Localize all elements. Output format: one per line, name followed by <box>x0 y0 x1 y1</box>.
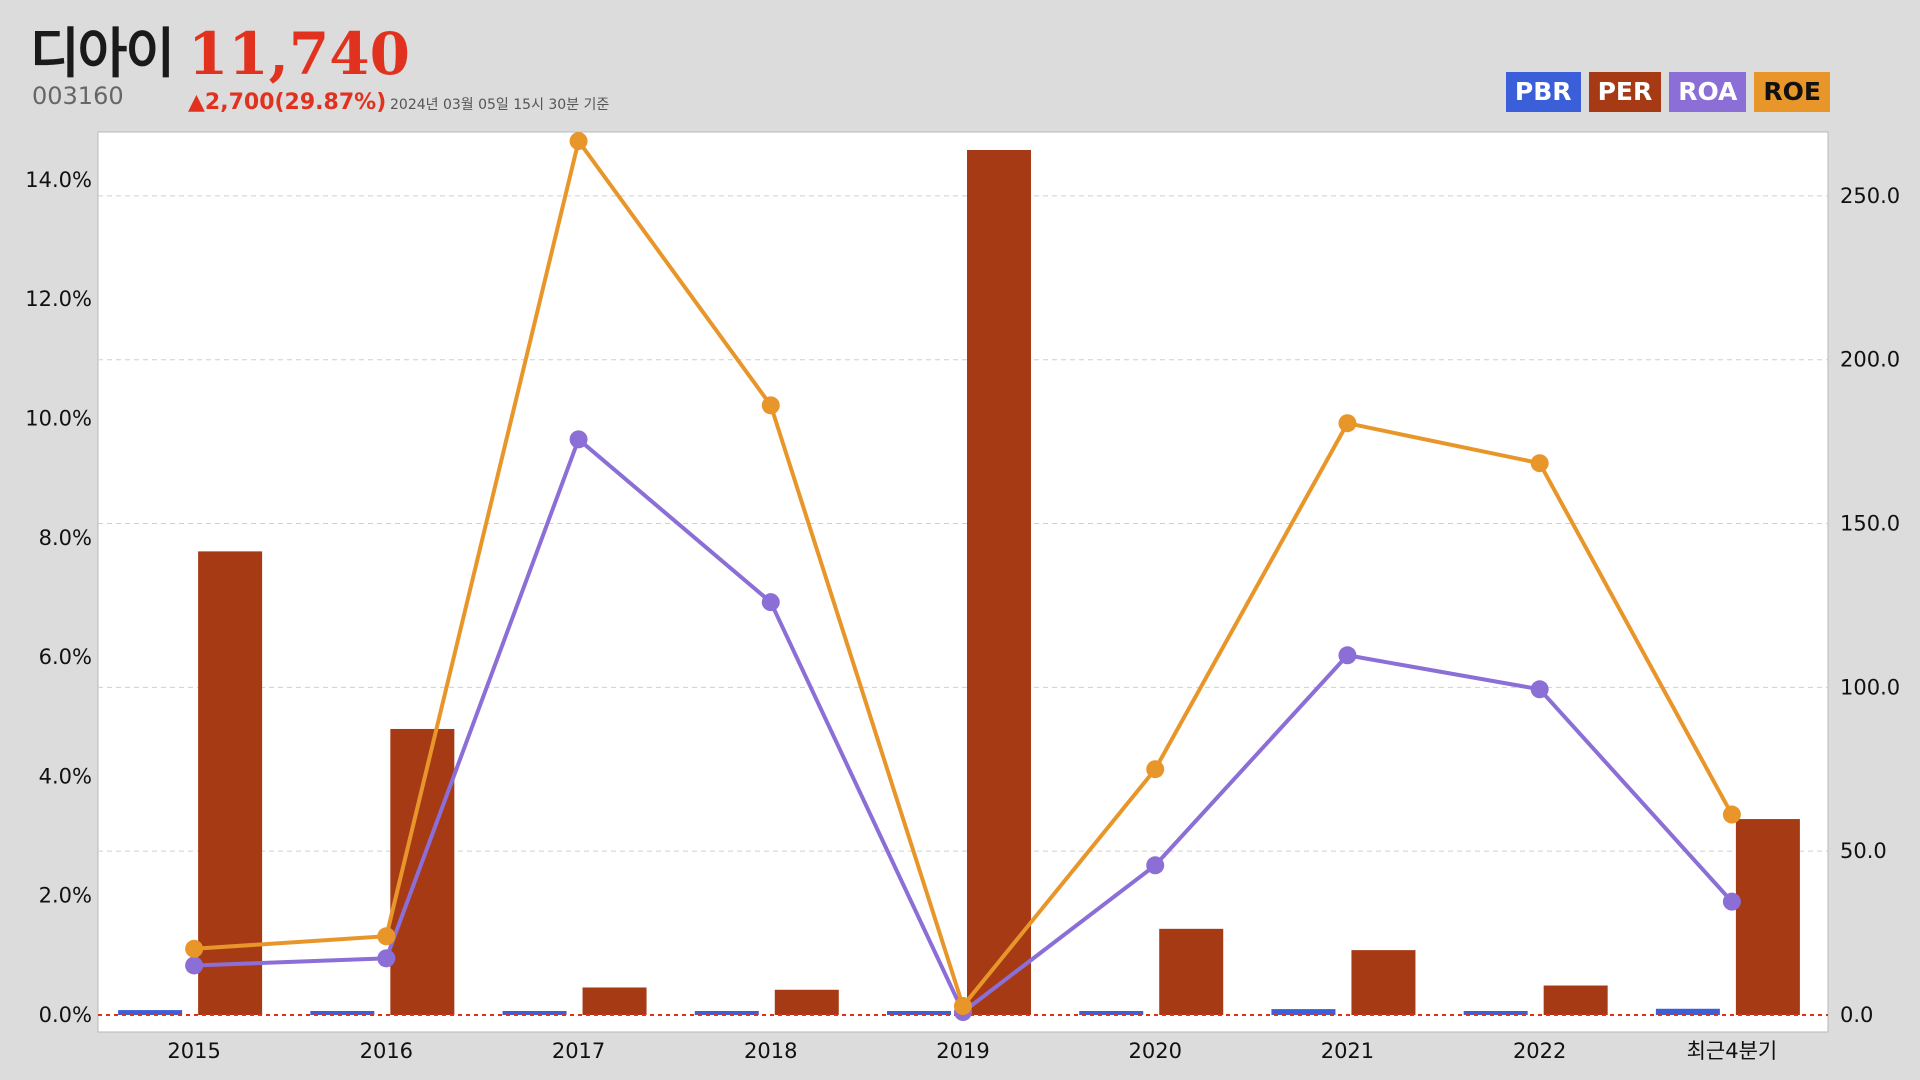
roe-point <box>761 396 780 415</box>
roa-point <box>1530 680 1549 699</box>
left-axis-tick: 10.0% <box>25 406 92 430</box>
roe-point <box>569 132 588 151</box>
stock-price: 11,740 <box>188 20 410 88</box>
left-axis-tick: 4.0% <box>39 764 92 788</box>
x-axis-tick: 2015 <box>167 1039 220 1063</box>
x-axis-tick: 2021 <box>1321 1039 1374 1063</box>
left-axis-tick: 2.0% <box>39 884 92 908</box>
stock-change: ▲2,700(29.87%) <box>188 90 387 115</box>
roe-point <box>1146 760 1165 779</box>
per-bar <box>198 551 263 1015</box>
pbr-bar <box>310 1011 375 1015</box>
roa-point <box>377 949 396 968</box>
roe-point <box>1338 414 1357 433</box>
pbr-bar <box>502 1011 567 1015</box>
legend-per[interactable]: PER <box>1588 72 1662 112</box>
roa-point <box>569 430 588 449</box>
chart-legend: PBR PER ROA ROE <box>1505 72 1830 112</box>
x-axis-tick: 최근4분기 <box>1687 1039 1778 1063</box>
stock-name: 디아이 <box>30 22 175 85</box>
roe-point <box>185 939 204 958</box>
per-bar <box>582 987 647 1015</box>
x-axis-tick: 2016 <box>360 1039 413 1063</box>
per-bar <box>774 989 839 1015</box>
roa-point <box>1722 892 1741 911</box>
x-axis-tick: 2022 <box>1513 1039 1566 1063</box>
per-bar <box>1543 985 1608 1015</box>
per-bar <box>1159 928 1224 1015</box>
left-axis-tick: 0.0% <box>39 1003 92 1027</box>
legend-roa[interactable]: ROA <box>1669 72 1747 112</box>
pbr-bar <box>118 1010 183 1015</box>
plot-area <box>97 131 1829 1033</box>
pbr-bar <box>887 1011 951 1015</box>
right-axis-tick: 200.0 <box>1840 348 1900 372</box>
roa-point <box>185 956 204 975</box>
x-axis-tick: 2020 <box>1128 1039 1181 1063</box>
roe-point <box>377 927 396 946</box>
legend-pbr[interactable]: PBR <box>1505 72 1581 112</box>
left-axis-tick: 12.0% <box>25 287 92 311</box>
per-bar <box>967 150 1031 1015</box>
stock-code: 003160 <box>32 82 124 110</box>
pbr-bar <box>1655 1008 1720 1015</box>
per-bar <box>1735 819 1800 1015</box>
roa-point <box>761 593 780 612</box>
roa-point <box>1338 646 1357 665</box>
roe-point <box>954 997 972 1016</box>
right-axis-tick: 50.0 <box>1840 839 1887 863</box>
pbr-bar <box>1079 1011 1144 1015</box>
roa-point <box>1146 856 1165 875</box>
stock-date: 2024년 03월 05일 15시 30분 기준 <box>390 97 610 113</box>
pbr-bar <box>1463 1011 1528 1015</box>
left-axis-tick: 6.0% <box>39 645 92 669</box>
roe-point <box>1722 805 1741 824</box>
x-axis-tick: 2017 <box>552 1039 605 1063</box>
left-axis-tick: 14.0% <box>25 168 92 192</box>
right-axis-tick: 0.0 <box>1840 1003 1873 1027</box>
x-axis-tick: 2019 <box>936 1039 989 1063</box>
legend-roe[interactable]: ROE <box>1754 72 1830 112</box>
pbr-bar <box>694 1011 759 1015</box>
per-bar <box>1351 950 1416 1015</box>
right-axis-tick: 150.0 <box>1840 512 1900 536</box>
roe-point <box>1530 454 1549 473</box>
x-axis-tick: 2018 <box>744 1039 797 1063</box>
pbr-bar <box>1271 1009 1336 1015</box>
left-axis-tick: 8.0% <box>39 526 92 550</box>
right-axis-tick: 250.0 <box>1840 184 1900 208</box>
right-axis-tick: 100.0 <box>1840 675 1900 699</box>
